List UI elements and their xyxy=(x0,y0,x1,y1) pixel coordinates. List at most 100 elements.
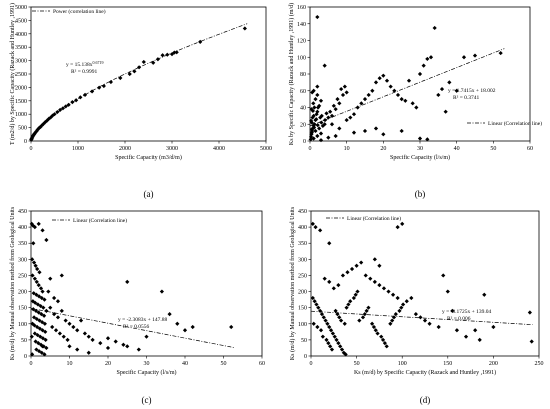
y-tick-label: 250 xyxy=(18,273,27,279)
x-tick-label: 150 xyxy=(443,361,452,367)
data-point xyxy=(409,295,414,301)
data-point xyxy=(175,321,180,326)
data-point xyxy=(90,89,95,94)
y-tick-label: 150 xyxy=(18,306,27,312)
data-point xyxy=(86,350,91,355)
data-point xyxy=(319,312,325,317)
y-tick-label: 50 xyxy=(21,338,27,344)
x-axis-label: Specific Capacity (l/s/m) xyxy=(390,154,450,161)
data-point xyxy=(34,347,39,352)
data-point xyxy=(42,297,47,302)
data-point xyxy=(366,92,371,98)
data-point xyxy=(127,71,132,77)
data-point xyxy=(333,133,338,139)
data-point xyxy=(368,276,373,281)
data-point xyxy=(63,104,68,109)
data-point xyxy=(346,302,351,307)
data-point xyxy=(377,263,382,268)
trend-equation: y = 15.138x0.6719 xyxy=(66,60,103,68)
data-point xyxy=(41,305,46,310)
data-point xyxy=(30,321,35,326)
data-point xyxy=(311,101,316,106)
data-point xyxy=(41,313,47,318)
data-point xyxy=(323,318,328,323)
data-point xyxy=(86,334,91,339)
data-point xyxy=(349,266,355,272)
data-point xyxy=(59,308,64,313)
data-point xyxy=(370,321,375,326)
data-point xyxy=(30,352,35,357)
data-point xyxy=(331,286,336,291)
data-point xyxy=(327,241,332,246)
data-point xyxy=(113,339,118,344)
data-point xyxy=(391,315,397,320)
data-point xyxy=(326,135,331,140)
data-point xyxy=(313,128,318,134)
data-point xyxy=(312,105,317,110)
data-point xyxy=(372,279,377,284)
data-point xyxy=(322,122,327,127)
panel-label: (a) xyxy=(144,189,154,199)
data-point xyxy=(362,97,368,102)
data-point xyxy=(324,111,329,116)
data-point xyxy=(325,321,330,326)
data-point xyxy=(327,279,332,284)
data-point xyxy=(417,136,423,141)
data-point xyxy=(477,337,482,342)
data-point xyxy=(371,324,377,330)
data-point xyxy=(67,344,72,349)
data-point xyxy=(406,78,412,83)
y-tick-label: 140 xyxy=(297,22,306,28)
data-point xyxy=(61,334,66,339)
data-point xyxy=(318,228,323,233)
data-point xyxy=(33,308,39,313)
trend-equation: y = -2.3083x + 147.88 xyxy=(118,317,168,323)
y-tick-label: 2500 xyxy=(15,72,27,78)
data-point xyxy=(329,122,335,127)
data-point xyxy=(321,315,326,320)
data-point xyxy=(151,60,156,65)
data-point xyxy=(331,103,336,108)
y-tick-label: 3000 xyxy=(15,59,27,65)
data-point xyxy=(98,341,103,346)
panel-a: 0 1000 2000 3000 4000 5000 0 500 1000 1500 2000 250… xyxy=(9,3,272,199)
data-point xyxy=(43,337,48,342)
y-tick-label: 50 xyxy=(301,338,307,344)
data-point xyxy=(63,318,68,323)
data-point xyxy=(418,315,423,320)
x-tick-label: 1000 xyxy=(72,146,84,152)
data-point xyxy=(159,289,164,294)
data-point xyxy=(31,260,37,265)
data-point xyxy=(309,134,314,139)
y-tick-label: 200 xyxy=(18,290,27,296)
panel-c: 0 10 20 30 40 50 60 0 50 100 150 200 250 300 350 400 450… xyxy=(9,206,265,405)
y-tick-label: 200 xyxy=(298,290,307,296)
x-tick-label: 5000 xyxy=(260,146,272,152)
data-point xyxy=(90,337,95,342)
data-point xyxy=(70,100,75,105)
data-point xyxy=(40,344,45,349)
data-point xyxy=(42,321,47,326)
data-point xyxy=(118,75,123,81)
data-point xyxy=(141,59,146,65)
panel-label: (d) xyxy=(420,395,431,405)
data-point xyxy=(392,88,397,93)
r-squared: R² = 0.006 xyxy=(447,316,471,322)
data-point xyxy=(43,329,48,334)
data-point xyxy=(48,115,53,120)
data-point xyxy=(35,324,40,330)
data-point xyxy=(315,105,321,110)
y-tick-label: 4500 xyxy=(15,18,27,24)
y-tick-label: 500 xyxy=(18,126,27,132)
data-point xyxy=(334,337,339,342)
data-point xyxy=(399,305,404,310)
data-point xyxy=(362,312,367,317)
data-point xyxy=(322,276,327,281)
data-point xyxy=(33,263,38,268)
data-point xyxy=(333,308,338,313)
data-point xyxy=(315,324,320,330)
data-point xyxy=(337,126,342,131)
data-point xyxy=(344,117,349,123)
y-axis-label: Ks (m/d) by Manual observation method fr… xyxy=(9,206,16,360)
data-point xyxy=(34,292,39,297)
